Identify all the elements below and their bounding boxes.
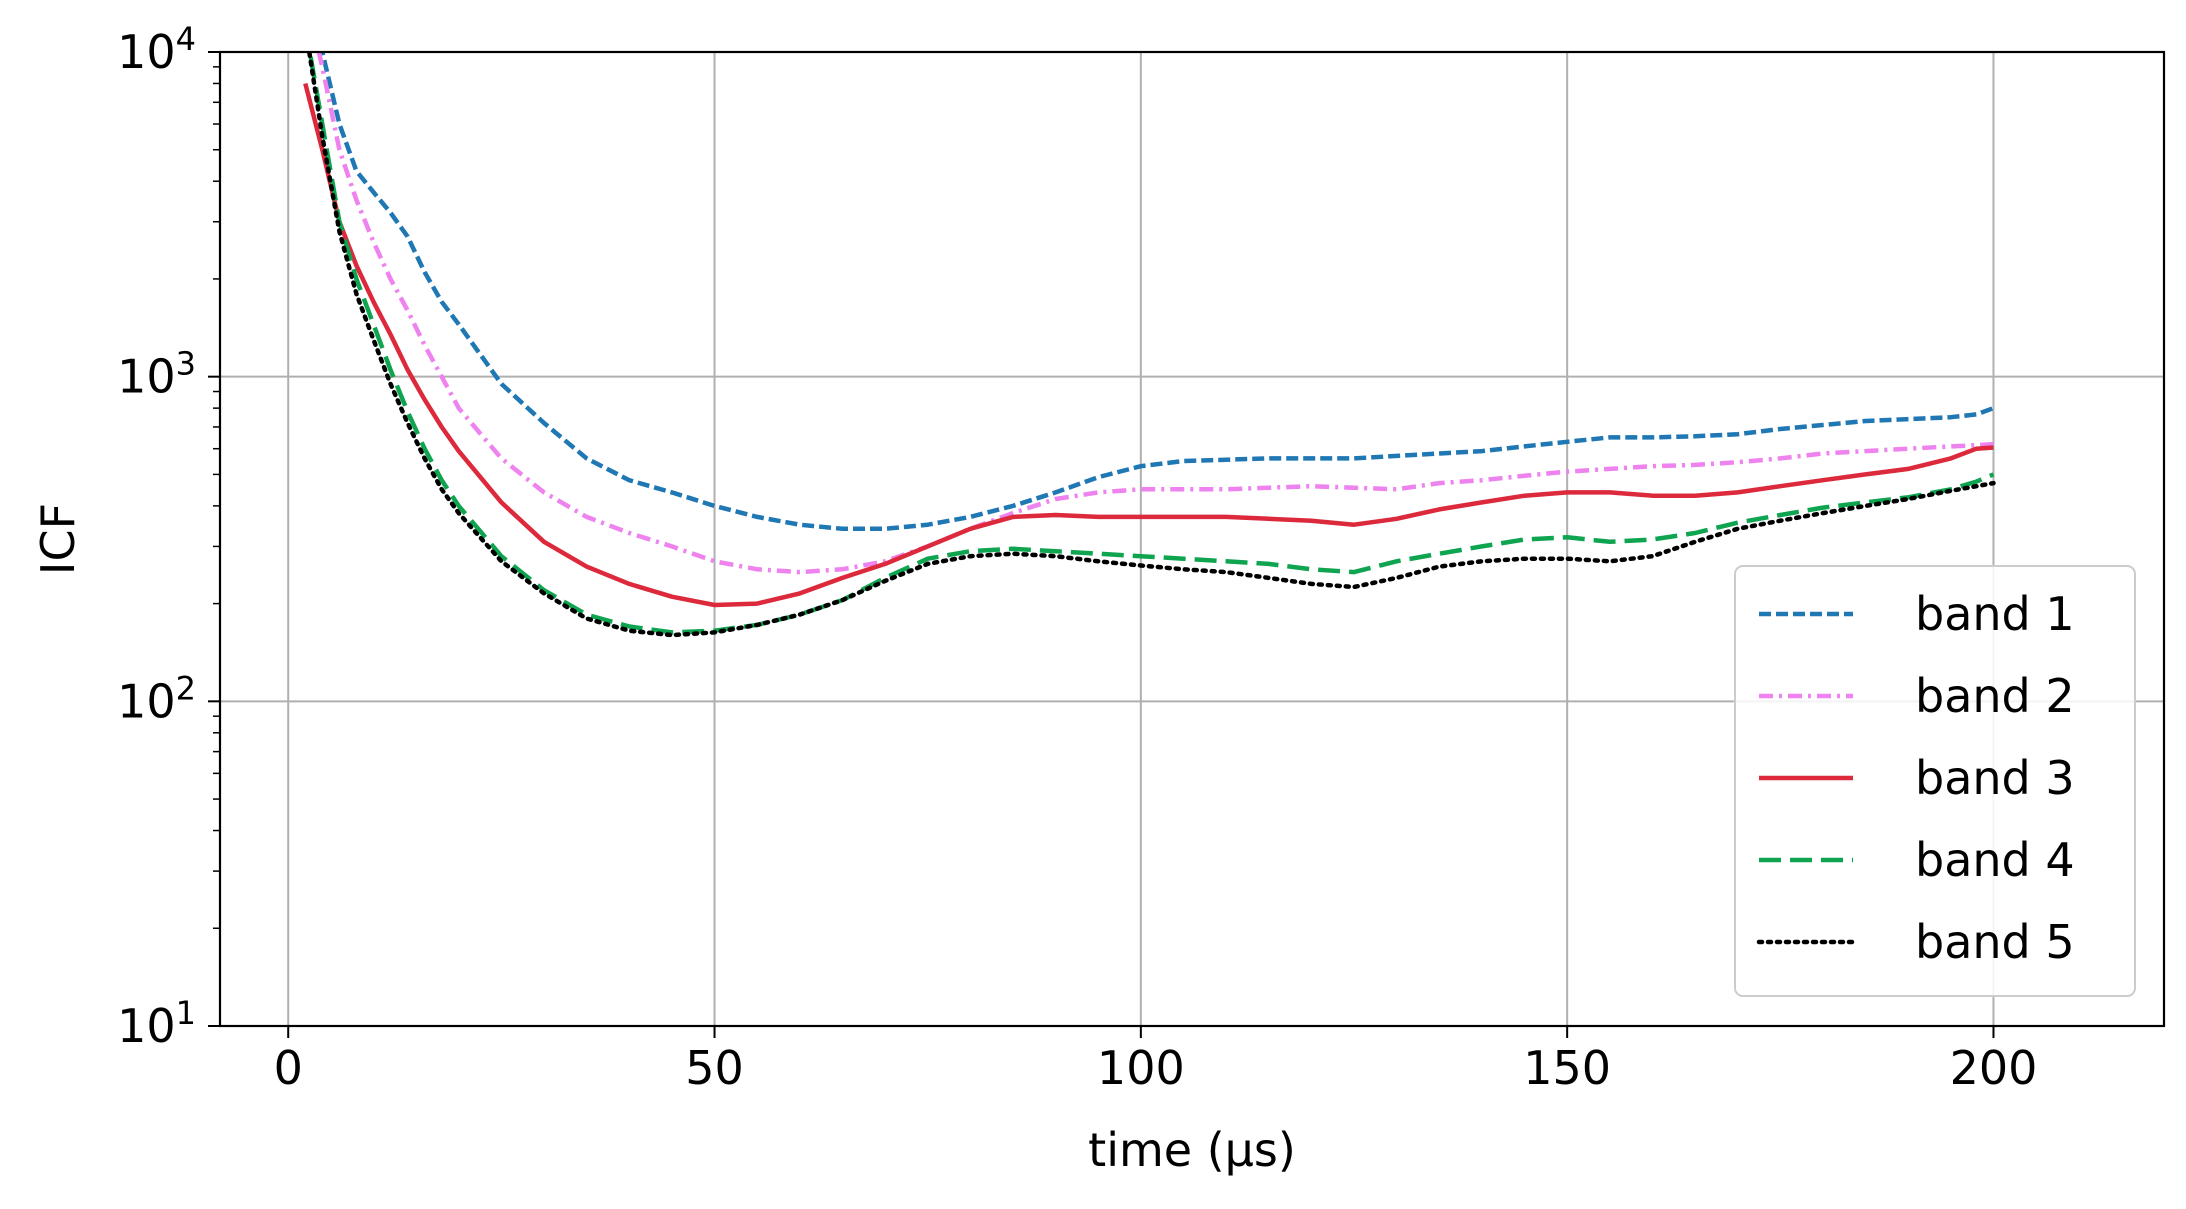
x-tick-label: 200 bbox=[1950, 1041, 2038, 1095]
series-line-band-5 bbox=[306, 52, 1996, 638]
y-tick-label: 103 bbox=[117, 345, 196, 404]
y-tick-label: 101 bbox=[117, 994, 196, 1053]
x-axis-label: time (µs) bbox=[1088, 1123, 1296, 1177]
plot-frame bbox=[218, 50, 2166, 1028]
series-line-band-4 bbox=[307, 52, 1995, 635]
series-layer bbox=[303, 52, 1996, 638]
legend: band 1 band 2 band 3 band 4 band 5 bbox=[1734, 565, 2136, 997]
legend-label-band-2: band 2 bbox=[1915, 669, 2075, 723]
series-line-band-3 bbox=[303, 82, 1994, 608]
x-tick-label: 150 bbox=[1523, 1041, 1611, 1095]
y-tick-label: 104 bbox=[117, 20, 196, 79]
axis-ticks: 0 50 100 150 200 101 102 103 104 bbox=[117, 20, 2037, 1095]
x-tick-label: 0 bbox=[274, 1041, 303, 1095]
legend-label-band-1: band 1 bbox=[1915, 587, 2075, 641]
x-tick-label: 100 bbox=[1097, 1041, 1185, 1095]
legend-box bbox=[1734, 565, 2136, 997]
series-line-band-2 bbox=[316, 52, 1994, 575]
x-tick-label: 50 bbox=[685, 1041, 744, 1095]
legend-label-band-4: band 4 bbox=[1915, 833, 2075, 887]
legend-label-band-3: band 3 bbox=[1915, 751, 2075, 805]
y-tick-label: 102 bbox=[117, 669, 196, 728]
y-axis-label: ICF bbox=[31, 503, 85, 575]
legend-label-band-5: band 5 bbox=[1915, 915, 2075, 969]
series-line-band-1 bbox=[319, 52, 1995, 532]
